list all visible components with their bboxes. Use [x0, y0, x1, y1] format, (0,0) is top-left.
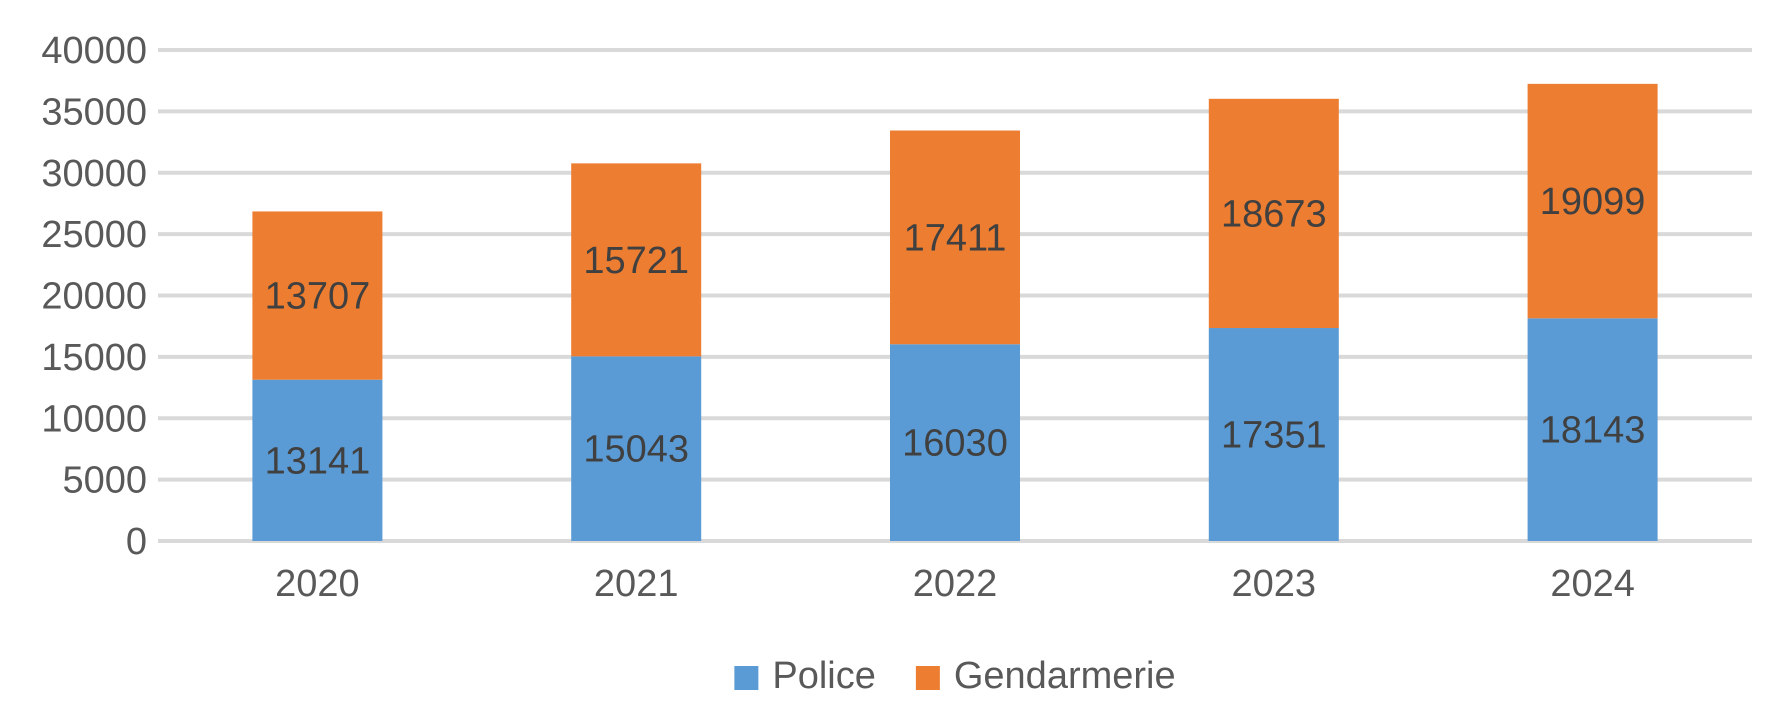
data-label-gendarmerie-2020: 13707 — [265, 276, 371, 318]
bar-police-2021 — [571, 356, 702, 541]
x-tick-label: 2023 — [1232, 563, 1317, 605]
y-tick-label: 0 — [126, 521, 147, 563]
x-axis-ticks: 2020 2021 2022 2023 2024 — [275, 563, 1635, 605]
y-tick-label: 40000 — [41, 30, 147, 72]
bar-gendarmerie-2020 — [252, 211, 383, 380]
bar-gendarmerie-2021 — [571, 163, 702, 357]
data-label-gendarmerie-2021: 15721 — [583, 240, 689, 282]
data-label-police-2023: 17351 — [1221, 415, 1327, 457]
y-tick-label: 10000 — [41, 398, 147, 440]
y-tick-label: 20000 — [41, 276, 147, 318]
bar-police-2020 — [252, 379, 383, 541]
legend-item-police: Police — [734, 655, 876, 697]
data-label-gendarmerie-2023: 18673 — [1221, 193, 1327, 235]
bars — [252, 83, 1658, 541]
x-tick-label: 2022 — [913, 563, 998, 605]
data-label-gendarmerie-2024: 19099 — [1540, 181, 1646, 223]
bar-police-2023 — [1208, 328, 1339, 541]
bar-gendarmerie-2022 — [890, 130, 1020, 345]
legend-swatch — [915, 666, 940, 690]
y-tick-label: 5000 — [62, 460, 147, 502]
bar-gendarmerie-2023 — [1208, 98, 1339, 329]
bar-police-2022 — [890, 344, 1020, 541]
legend: Police Gendarmerie — [734, 655, 1176, 697]
legend-item-gendarmerie: Gendarmerie — [915, 655, 1176, 697]
data-label-police-2020: 13141 — [265, 440, 371, 482]
y-tick-label: 35000 — [41, 91, 147, 133]
data-label-police-2022: 16030 — [902, 423, 1008, 465]
legend-label: Gendarmerie — [954, 655, 1176, 697]
y-tick-label: 15000 — [41, 337, 147, 379]
data-labels: 13141 13707 15043 15721 16030 17411 17351 18673… — [265, 181, 1646, 482]
data-label-police-2024: 18143 — [1540, 410, 1646, 452]
data-label-police-2021: 15043 — [583, 429, 689, 471]
y-axis-ticks: 0 5000 10000 15000 20000 25000 30000 35000 40000 — [41, 30, 147, 563]
legend-swatch — [734, 666, 759, 690]
y-tick-label: 25000 — [41, 214, 147, 256]
x-tick-label: 2024 — [1550, 563, 1635, 605]
x-tick-label: 2021 — [594, 563, 679, 605]
bar-police-2024 — [1527, 318, 1658, 541]
y-tick-label: 30000 — [41, 153, 147, 195]
data-label-gendarmerie-2022: 17411 — [904, 217, 1007, 259]
bar-gendarmerie-2024 — [1527, 83, 1658, 319]
legend-label: Police — [772, 655, 876, 697]
x-tick-label: 2020 — [275, 563, 360, 605]
